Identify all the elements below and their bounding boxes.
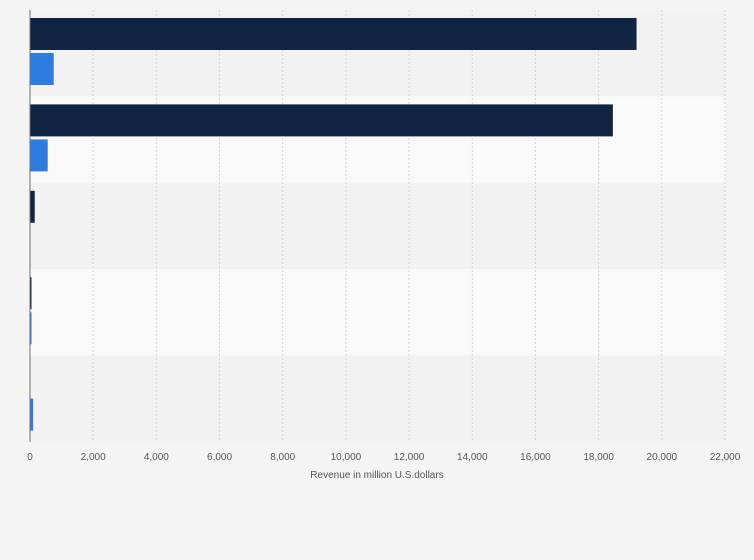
category-band: [30, 182, 725, 270]
bar[interactable]: [30, 190, 35, 223]
bar[interactable]: [30, 104, 613, 137]
x-tick-label: 12,000: [394, 452, 425, 463]
x-tick-label: 2,000: [81, 452, 106, 463]
x-tick-labels: 0 2,000 4,000 6,000 8,000 10,000 12,000 14,000 1…: [27, 452, 741, 463]
x-tick-label: 20,000: [647, 452, 678, 463]
x-tick-label: 18,000: [583, 452, 614, 463]
x-tick-label: 8,000: [270, 452, 295, 463]
vertical-gridlines: [92, 10, 726, 442]
x-axis-title: Revenue in million U.S.dollars: [310, 470, 443, 481]
x-tick-label: 4,000: [144, 452, 169, 463]
category-band: [30, 269, 725, 356]
x-tick-label: 6,000: [207, 452, 232, 463]
x-tick-label: 0: [27, 452, 33, 463]
bar[interactable]: [30, 53, 54, 85]
bar[interactable]: [30, 277, 32, 310]
bar[interactable]: [30, 18, 637, 50]
category-bands: [30, 10, 725, 442]
x-tick-label: 14,000: [457, 452, 488, 463]
x-tick-label: 16,000: [520, 452, 551, 463]
bar[interactable]: [30, 398, 34, 431]
x-tick-label: 22,000: [710, 452, 741, 463]
bar[interactable]: [30, 312, 32, 345]
bars: [30, 18, 637, 431]
category-band: [30, 355, 725, 442]
bar[interactable]: [30, 139, 48, 172]
x-tick-label: 10,000: [331, 452, 362, 463]
